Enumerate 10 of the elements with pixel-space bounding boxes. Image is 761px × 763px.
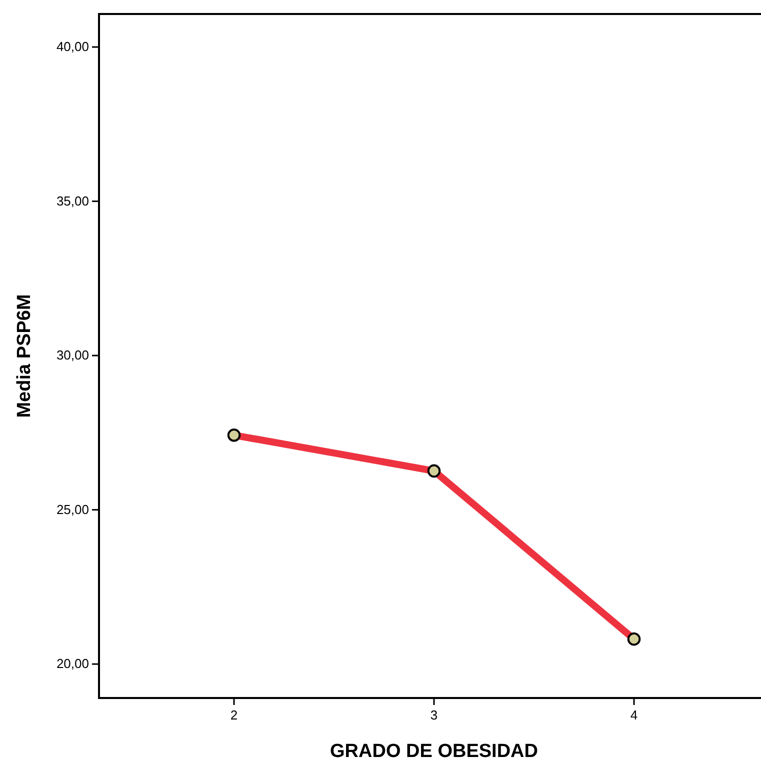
x-tick-label: 3 xyxy=(430,708,438,723)
x-tick-label: 2 xyxy=(230,708,238,723)
y-tick-label: 35,00 xyxy=(56,193,89,208)
y-tick-label: 30,00 xyxy=(56,348,89,363)
x-axis-title: GRADO DE OBESIDAD xyxy=(330,741,538,762)
y-tick-label: 20,00 xyxy=(56,656,89,672)
y-tick-label: 40,00 xyxy=(56,39,89,54)
x-tick-label: 4 xyxy=(630,708,638,723)
y-axis-title: Media PSP6M xyxy=(14,294,35,418)
y-tick-label: 25,00 xyxy=(56,502,89,517)
